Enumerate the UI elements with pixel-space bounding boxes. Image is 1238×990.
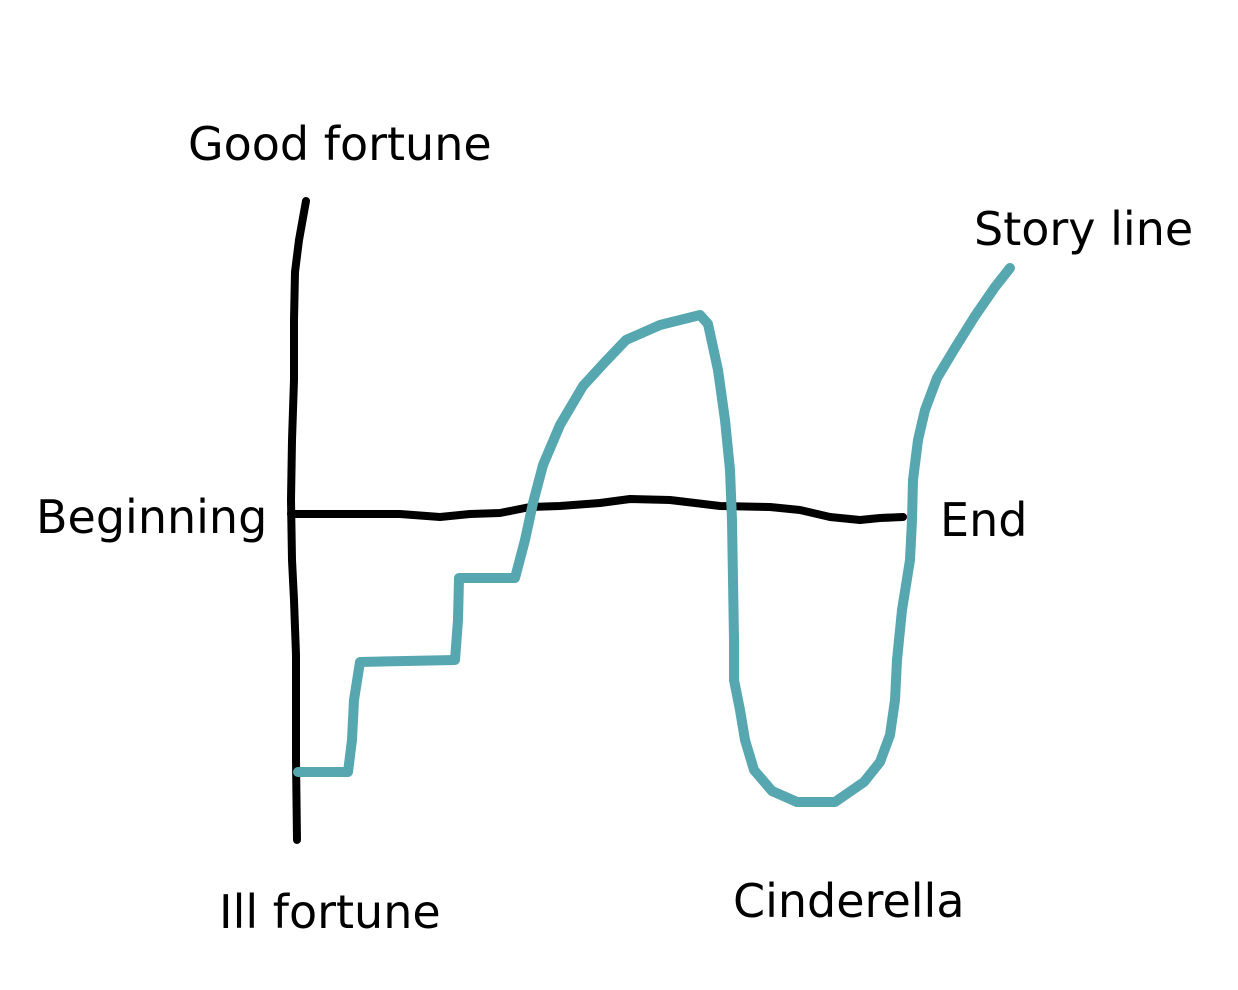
story-line-label: Story line — [974, 202, 1194, 256]
good-fortune-label: Good fortune — [188, 117, 492, 171]
story-line-curve — [293, 263, 1015, 807]
end-label: End — [940, 493, 1028, 547]
time-axis — [287, 495, 907, 524]
beginning-label: Beginning — [36, 490, 268, 544]
ill-fortune-label: Ill fortune — [219, 885, 441, 939]
diagram-title: Cinderella — [733, 874, 965, 928]
fortune-axis — [287, 197, 310, 844]
